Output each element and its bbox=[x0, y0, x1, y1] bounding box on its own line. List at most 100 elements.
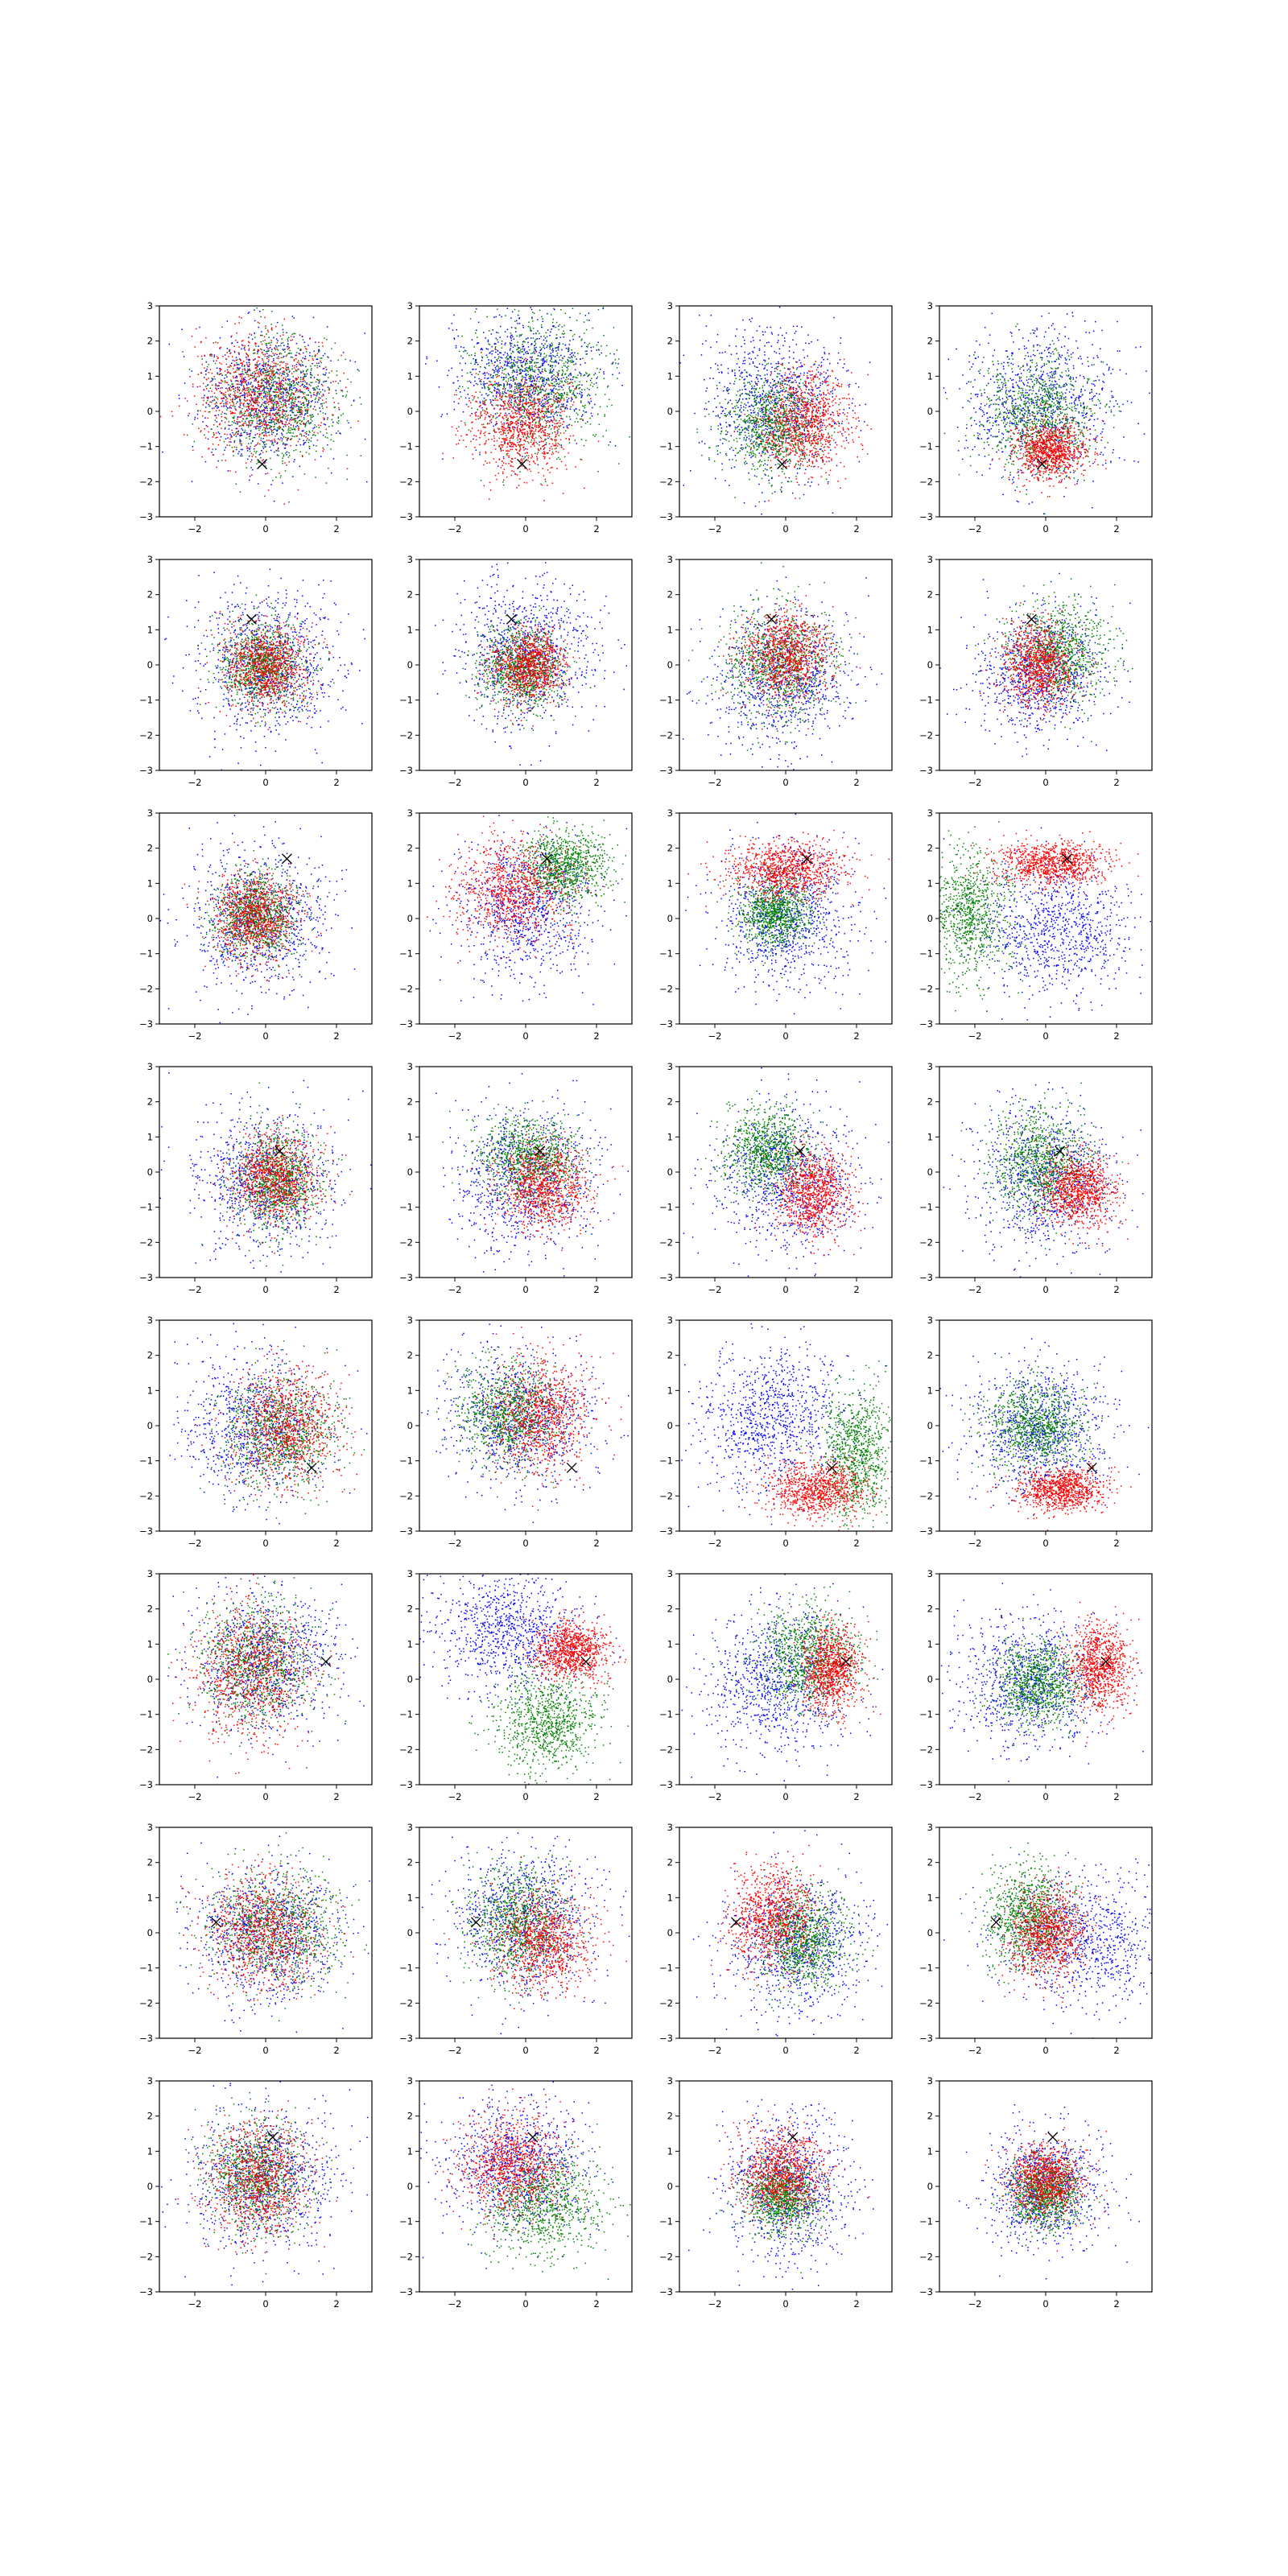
point-green bbox=[461, 336, 463, 337]
point-green bbox=[306, 431, 308, 433]
point-green bbox=[309, 391, 311, 393]
point-blue bbox=[426, 357, 427, 358]
point-red bbox=[565, 464, 567, 466]
point-blue bbox=[300, 372, 302, 374]
point-green bbox=[514, 405, 515, 407]
point-blue bbox=[251, 334, 253, 336]
point-blue bbox=[586, 411, 588, 413]
point-red bbox=[262, 460, 263, 462]
point-green bbox=[600, 407, 601, 408]
point-green bbox=[557, 390, 559, 391]
point-red bbox=[508, 404, 510, 406]
point-red bbox=[276, 387, 278, 389]
point-red bbox=[555, 393, 557, 394]
point-green bbox=[291, 392, 293, 394]
point-red bbox=[306, 436, 308, 438]
point-green bbox=[505, 377, 506, 378]
point-red bbox=[246, 415, 247, 417]
point-red bbox=[235, 472, 237, 473]
point-blue bbox=[483, 332, 485, 333]
point-green bbox=[522, 409, 524, 411]
point-green bbox=[463, 351, 464, 353]
point-red bbox=[513, 433, 514, 435]
point-green bbox=[293, 408, 295, 410]
point-green bbox=[502, 391, 504, 393]
point-red bbox=[250, 402, 252, 403]
point-red bbox=[216, 432, 217, 434]
point-red bbox=[317, 367, 319, 369]
point-red bbox=[251, 453, 253, 455]
point-green bbox=[570, 361, 572, 362]
point-red bbox=[279, 415, 280, 417]
point-green bbox=[569, 416, 571, 418]
point-green bbox=[319, 379, 320, 381]
point-red bbox=[522, 465, 523, 467]
point-red bbox=[271, 408, 273, 410]
point-red bbox=[282, 411, 283, 413]
point-red bbox=[238, 353, 240, 354]
point-blue bbox=[538, 464, 539, 466]
point-blue bbox=[320, 403, 322, 405]
point-red bbox=[571, 382, 572, 383]
point-green bbox=[575, 440, 576, 441]
point-red bbox=[258, 375, 260, 377]
point-red bbox=[511, 411, 513, 412]
point-red bbox=[542, 468, 543, 469]
point-blue bbox=[551, 413, 552, 415]
point-green bbox=[324, 337, 325, 339]
point-blue bbox=[284, 448, 286, 449]
point-green bbox=[588, 374, 590, 376]
point-green bbox=[310, 377, 312, 378]
point-red bbox=[560, 399, 562, 401]
point-red bbox=[530, 446, 532, 448]
point-green bbox=[254, 451, 255, 452]
point-green bbox=[262, 404, 263, 406]
point-green bbox=[281, 339, 283, 341]
point-red bbox=[260, 386, 262, 388]
point-red bbox=[221, 380, 222, 382]
point-blue bbox=[480, 402, 481, 404]
point-green bbox=[258, 436, 260, 438]
point-green bbox=[589, 343, 591, 345]
point-green bbox=[507, 425, 509, 427]
point-red bbox=[295, 405, 296, 407]
point-red bbox=[254, 374, 256, 375]
point-green bbox=[531, 318, 533, 320]
point-red bbox=[535, 409, 536, 411]
point-blue bbox=[266, 432, 267, 434]
point-green bbox=[328, 377, 329, 378]
point-red bbox=[558, 374, 559, 376]
point-green bbox=[274, 370, 275, 372]
point-green bbox=[280, 475, 282, 477]
point-red bbox=[252, 456, 254, 457]
point-red bbox=[483, 427, 485, 428]
point-red bbox=[298, 428, 299, 430]
point-blue bbox=[476, 362, 477, 364]
point-blue bbox=[547, 345, 548, 347]
point-green bbox=[516, 349, 518, 351]
point-green bbox=[282, 458, 283, 460]
point-red bbox=[261, 397, 262, 398]
point-blue bbox=[502, 357, 503, 359]
point-red bbox=[320, 425, 322, 427]
point-blue bbox=[251, 399, 253, 401]
point-green bbox=[492, 386, 493, 387]
point-blue bbox=[543, 383, 544, 385]
point-blue bbox=[308, 390, 310, 391]
point-green bbox=[522, 358, 523, 360]
point-green bbox=[564, 393, 566, 394]
point-red bbox=[219, 424, 221, 426]
point-red bbox=[237, 422, 238, 423]
point-green bbox=[491, 351, 493, 353]
point-blue bbox=[227, 348, 229, 349]
point-green bbox=[231, 384, 233, 386]
point-red bbox=[307, 438, 308, 440]
point-blue bbox=[199, 327, 200, 328]
point-red bbox=[287, 439, 288, 440]
point-red bbox=[316, 363, 318, 365]
point-green bbox=[599, 354, 601, 356]
point-green bbox=[291, 353, 292, 354]
point-green bbox=[618, 358, 620, 360]
point-blue bbox=[556, 347, 558, 349]
point-red bbox=[271, 430, 273, 431]
